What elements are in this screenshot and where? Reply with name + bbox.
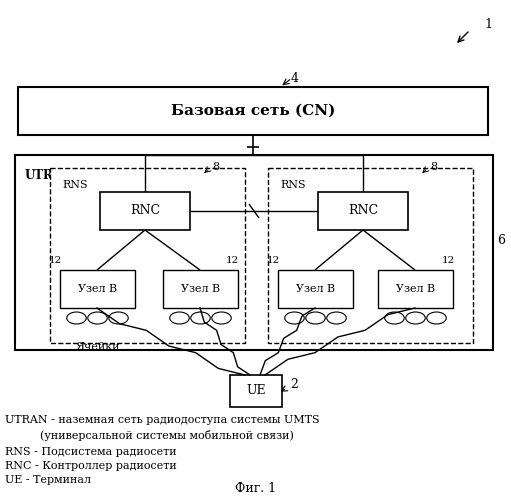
Bar (60, 270, 135, 308)
Text: UE - Терминал: UE - Терминал (5, 475, 91, 485)
Text: RNC: RNC (130, 204, 160, 218)
Text: RNS - Подсистема радиосети: RNS - Подсистема радиосети (5, 447, 177, 457)
Text: 12: 12 (49, 256, 62, 265)
Text: Узел В: Узел В (78, 284, 117, 294)
Bar (378, 270, 453, 308)
Text: (универсальной системы мобильной связи): (универсальной системы мобильной связи) (5, 430, 294, 441)
Ellipse shape (88, 312, 107, 324)
Ellipse shape (67, 312, 86, 324)
Bar (230, 375, 282, 407)
Bar (318, 192, 408, 230)
Text: UTRAN - наземная сеть радиодоступа системы UMTS: UTRAN - наземная сеть радиодоступа систе… (5, 415, 319, 425)
Ellipse shape (406, 312, 425, 324)
Text: Фиг. 1: Фиг. 1 (236, 482, 276, 495)
Text: Узел В: Узел В (181, 284, 220, 294)
Text: 8: 8 (212, 162, 219, 172)
Ellipse shape (170, 312, 189, 324)
Text: Узел В: Узел В (296, 284, 335, 294)
Ellipse shape (285, 312, 304, 324)
Ellipse shape (327, 312, 346, 324)
Text: RNC - Контроллер радиосети: RNC - Контроллер радиосети (5, 461, 177, 471)
Bar (268, 168, 473, 343)
Text: 2: 2 (290, 378, 298, 392)
Bar (18, 87, 488, 135)
Text: UTRAN: UTRAN (25, 169, 74, 182)
Text: 8: 8 (430, 162, 437, 172)
Text: 1: 1 (484, 18, 492, 31)
Bar (100, 192, 190, 230)
Text: UE: UE (246, 384, 266, 398)
Text: Ячейки: Ячейки (76, 342, 120, 352)
Bar (50, 168, 245, 343)
Text: Базовая сеть (CN): Базовая сеть (CN) (171, 104, 335, 118)
Text: RNS: RNS (62, 180, 87, 190)
Bar (278, 270, 353, 308)
Bar (15, 155, 493, 350)
Text: Узел В: Узел В (396, 284, 435, 294)
Ellipse shape (191, 312, 210, 324)
Ellipse shape (427, 312, 446, 324)
Text: RNS: RNS (280, 180, 306, 190)
Text: 4: 4 (291, 72, 299, 85)
Ellipse shape (109, 312, 128, 324)
Ellipse shape (212, 312, 231, 324)
Text: 12: 12 (266, 256, 280, 265)
Text: 6: 6 (497, 234, 505, 246)
Text: 12: 12 (442, 256, 455, 265)
Ellipse shape (385, 312, 404, 324)
Text: 12: 12 (225, 256, 239, 265)
Ellipse shape (306, 312, 325, 324)
Bar (163, 270, 238, 308)
Text: RNC: RNC (348, 204, 378, 218)
